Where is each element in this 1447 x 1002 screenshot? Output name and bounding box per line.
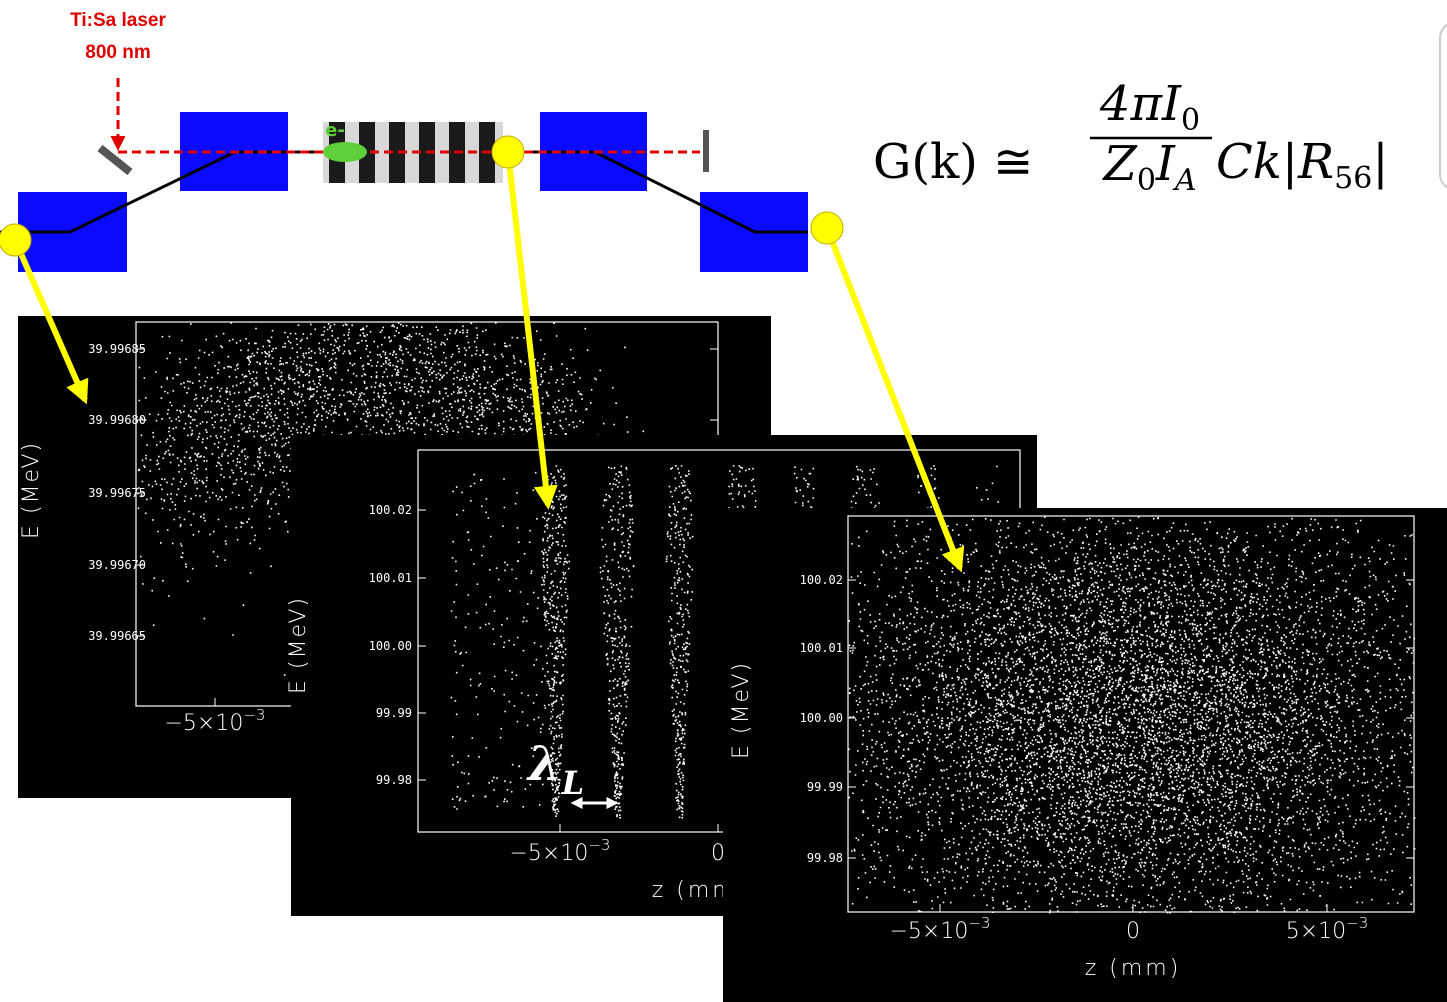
- electron-label: e-: [325, 120, 345, 141]
- y-tick-label: 99.99: [807, 780, 843, 794]
- laser-name: Ti:Sa laser: [70, 10, 166, 31]
- y-tick-label: 100.01: [369, 571, 412, 585]
- y-tick-label: 100.02: [369, 503, 412, 517]
- y-axis-label: E (MeV): [729, 661, 754, 759]
- x-tick-label: 0: [1126, 919, 1140, 944]
- y-tick-label: 39.99675: [88, 486, 146, 500]
- laser-wavelength: 800 nm: [85, 42, 150, 63]
- slide: e- Ti:Sa laser 800 nm G(k) ≅ 4πI0 Z0IA C…: [0, 0, 1447, 1002]
- y-tick-label: 100.00: [369, 639, 412, 653]
- y-tick-label: 39.99665: [88, 629, 146, 643]
- beamline: e- Ti:Sa laser 800 nm: [0, 10, 808, 272]
- phase-space-plots: 39.99685 39.99680 39.99675 39.99670 39.99665…: [18, 316, 1447, 1002]
- formula-rhs: Ck|R56|: [1216, 134, 1388, 196]
- y-tick-label: 99.99: [376, 706, 412, 720]
- y-tick-label: 99.98: [376, 773, 412, 787]
- y-axis-label: E (MeV): [19, 441, 44, 539]
- electron-bunch: [323, 142, 367, 162]
- y-axis-label: E (MeV): [286, 596, 311, 694]
- y-tick-label: 100.00: [800, 711, 843, 725]
- y-tick-label: 39.99685: [88, 342, 146, 356]
- formula-denominator: Z0IA: [1101, 136, 1196, 198]
- probe-point: [0, 224, 31, 256]
- probe-point: [492, 136, 524, 168]
- y-tick-label: 39.99680: [88, 413, 146, 427]
- y-tick-label: 99.98: [807, 851, 843, 865]
- formula-lhs: G(k) ≅: [873, 134, 1033, 190]
- y-tick-label: 100.01: [800, 641, 843, 655]
- y-tick-label: 100.02: [800, 573, 843, 587]
- formula-numerator: 4πI0: [1099, 76, 1200, 138]
- y-tick-label: 39.99670: [88, 558, 146, 572]
- x-axis-label: z (mm): [1085, 956, 1182, 981]
- formula-box: [1440, 22, 1447, 190]
- x-tick-label: 0: [711, 841, 725, 866]
- probe-point: [811, 212, 843, 244]
- formula: G(k) ≅ 4πI0 Z0IA Ck|R56|: [873, 22, 1447, 198]
